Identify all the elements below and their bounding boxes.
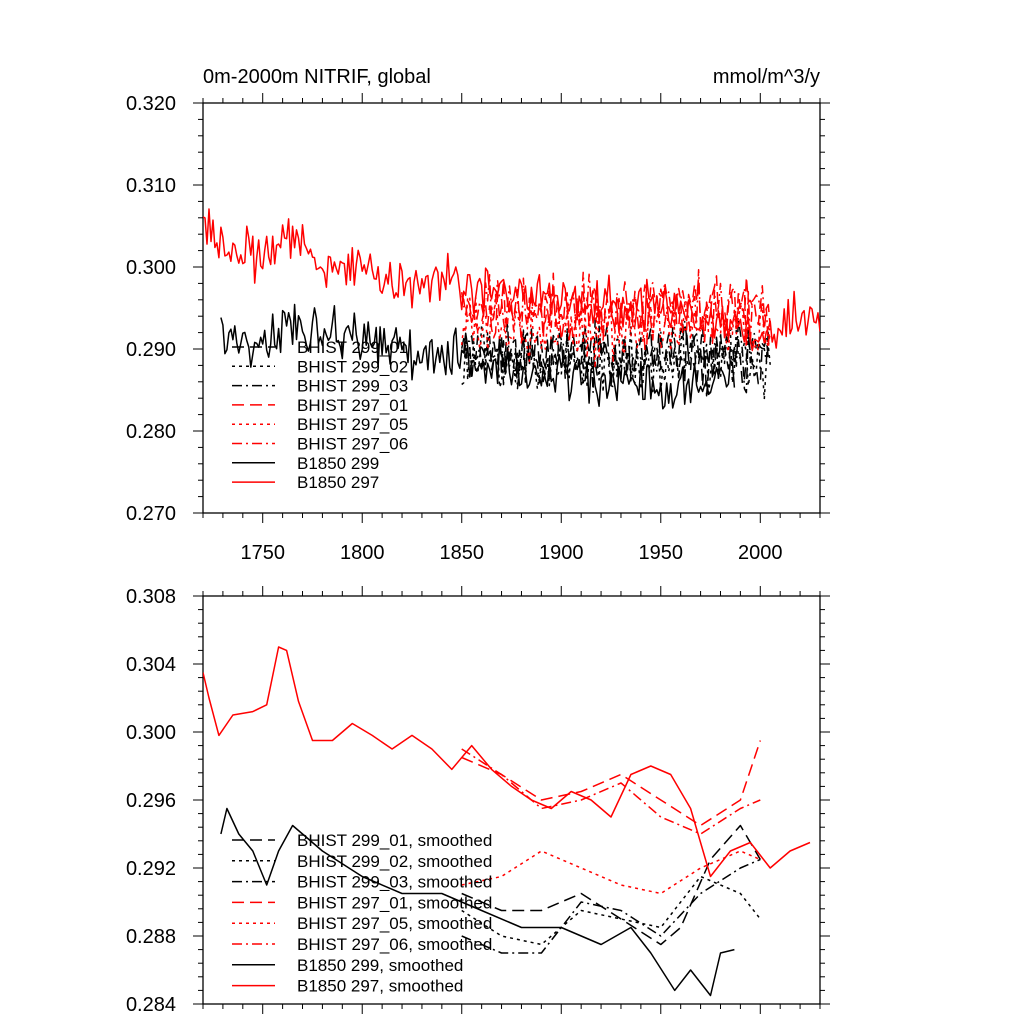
chart-title: 0m-2000m NITRIF, global [203,66,431,88]
legend-label: BHIST 297_01, smoothed [297,893,492,912]
units-label: mmol/m^3/y [713,66,820,88]
plot-frame [202,595,821,1005]
y-tick-label: 0.292 [126,858,176,880]
y-tick-label: 0.296 [126,790,176,812]
series-line [220,807,735,997]
legend-label: BHIST 299_01, smoothed [297,831,492,850]
legend-label: BHIST 299_01 [297,338,408,357]
legend-label: B1850 297 [297,473,379,492]
legend-label: BHIST 297_05 [297,415,408,434]
series-line [461,824,761,946]
y-tick-label: 0.304 [126,654,176,676]
legend-label: BHIST 299_02 [297,357,408,376]
legend-label: BHIST 297_06, smoothed [297,935,492,954]
x-tick-label: 1950 [639,542,684,564]
bottom-panel: 0.284 0.288 0.292 0.296 0.300 0.304 0.308 BHIST… [126,586,830,1016]
legend-label: B1850 297, smoothed [297,977,463,996]
x-tick-label: 1900 [539,542,584,564]
series-line [461,858,761,954]
y-tick-label: 0.300 [126,722,176,744]
legend-label: BHIST 297_05, smoothed [297,914,492,933]
x-tick-label: 2000 [738,542,783,564]
y-tick-label: 0.308 [126,586,176,608]
series-line [203,208,820,352]
y-tick-label: 0.270 [126,503,176,525]
legend-label: BHIST 297_01 [297,396,408,415]
y-tick-label: 0.288 [126,926,176,948]
series-line [203,646,811,878]
y-tick-label: 0.310 [126,175,176,197]
series-line [461,318,771,394]
y-tick-label: 0.300 [126,257,176,279]
series-layer [203,646,811,997]
series-line [461,740,762,827]
y-tick-label: 0.320 [126,93,176,115]
series-line [461,850,761,895]
series-line [460,269,771,348]
series-line [220,303,736,410]
legend-label: BHIST 299_02, smoothed [297,852,492,871]
series-layer [203,208,820,410]
x-tick-label: 1750 [240,542,285,564]
y-tick-label: 0.284 [126,994,176,1016]
x-tick-label: 1850 [439,542,484,564]
legend-label: B1850 299 [297,454,379,473]
legend-label: BHIST 297_06 [297,435,408,454]
series-line [460,325,771,397]
x-tick-label: 1800 [340,542,385,564]
legend-label: B1850 299, smoothed [297,956,463,975]
plot-frame [202,102,821,514]
series-line [461,875,761,946]
legend-label: BHIST 299_03, smoothed [297,873,492,892]
y-tick-label: 0.290 [126,339,176,361]
top-panel: 1750 1800 1850 1900 1950 2000 0.270 0.280 0.290 0… [126,66,830,564]
series-line [461,748,761,835]
y-tick-label: 0.280 [126,421,176,443]
legend-label: BHIST 299_03 [297,377,408,396]
legend: BHIST 299_01, smoothed BHIST 299_02, smoo… [232,831,492,996]
